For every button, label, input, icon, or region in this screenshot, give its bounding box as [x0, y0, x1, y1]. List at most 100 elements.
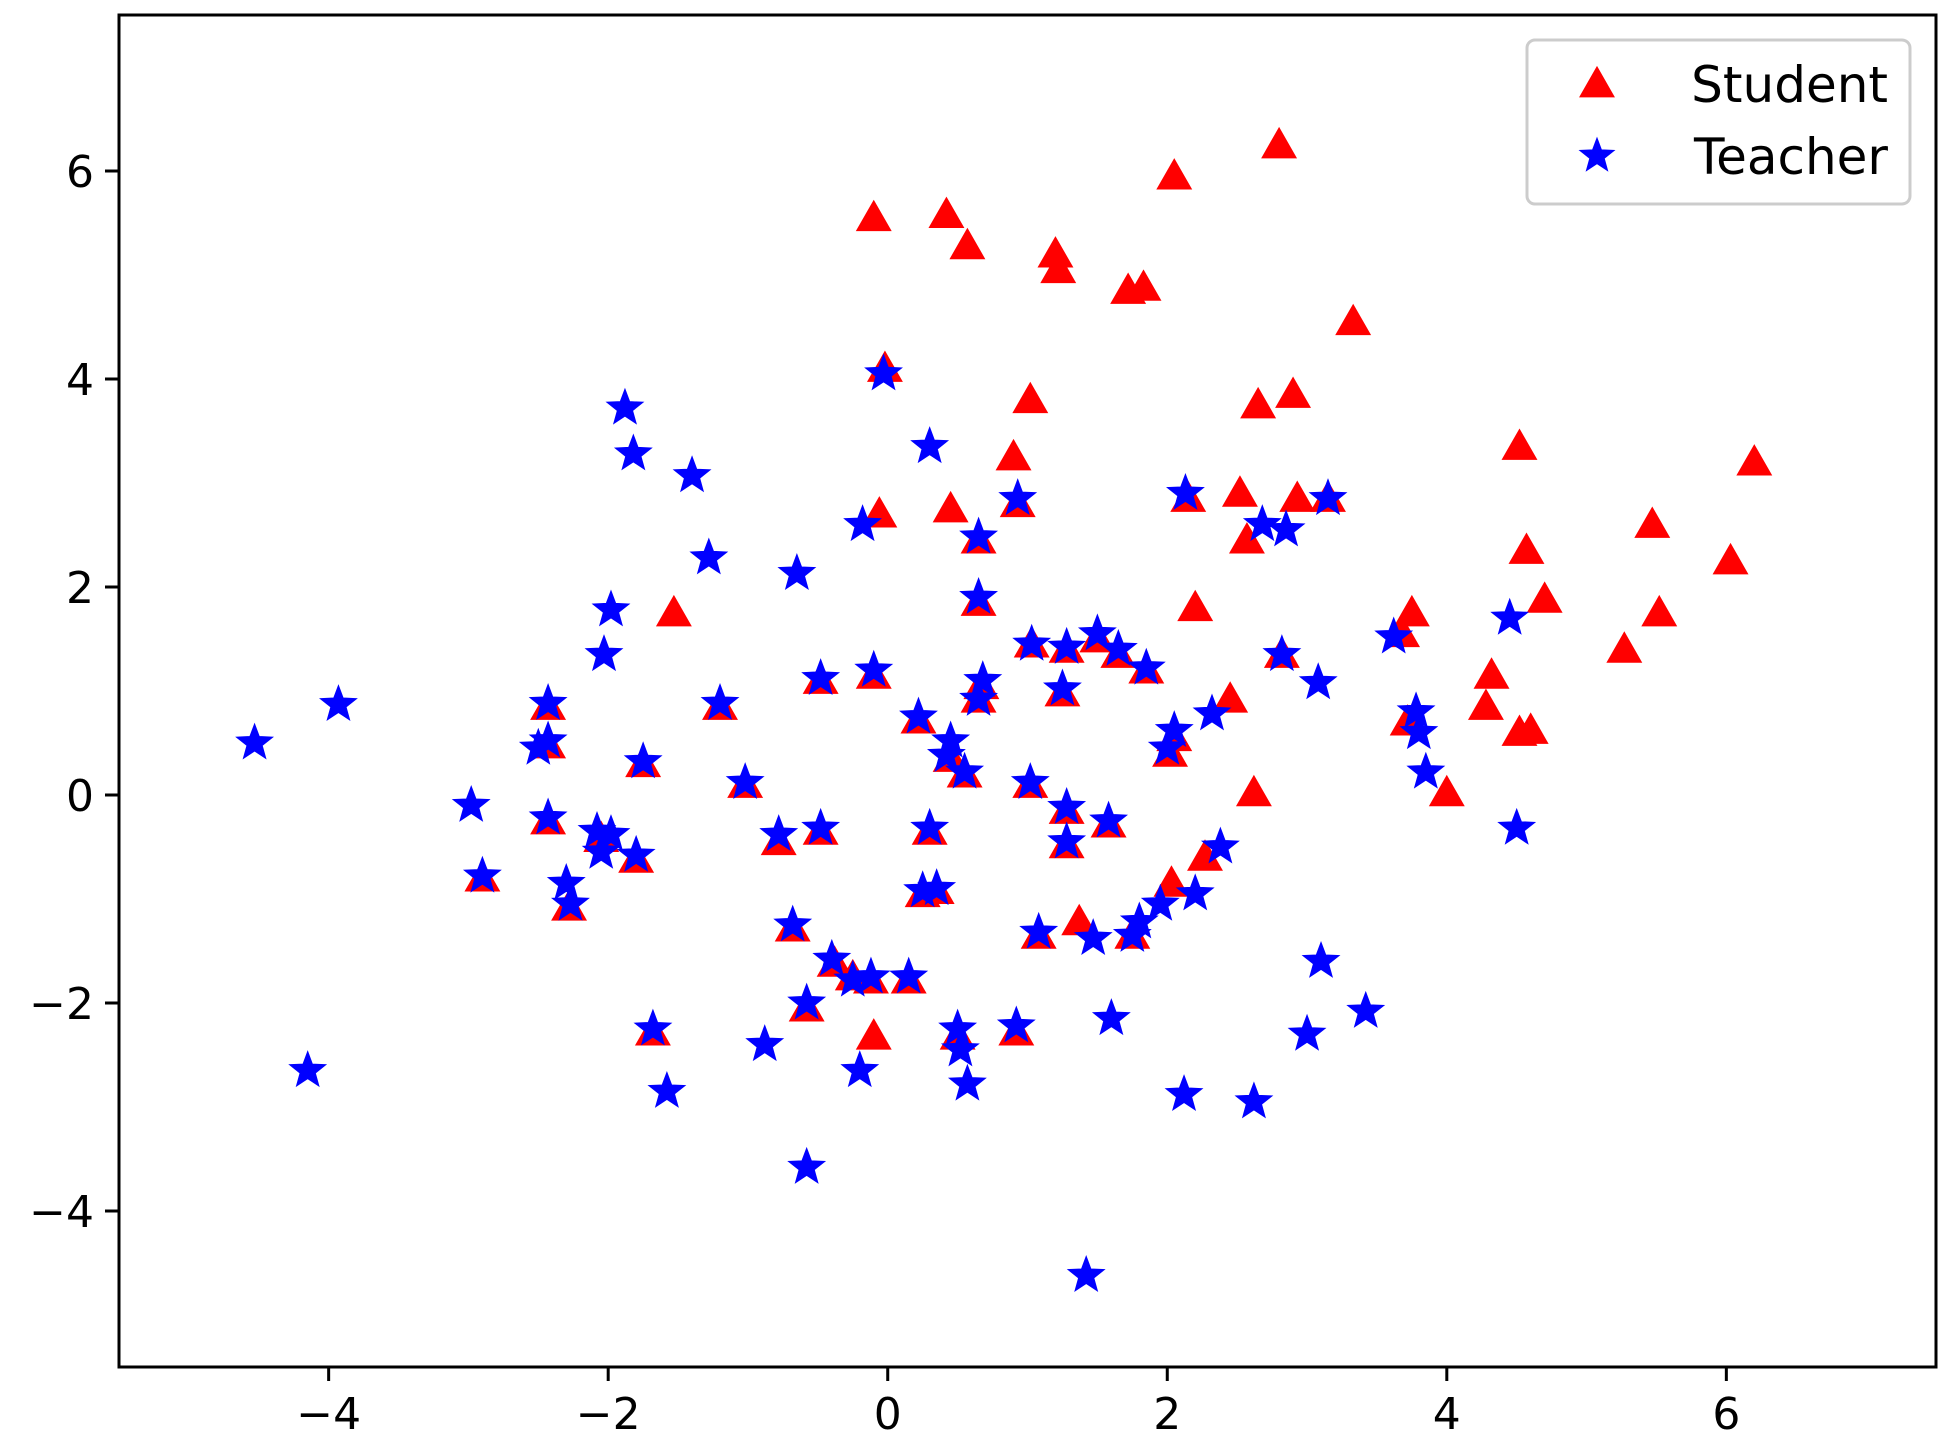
y-tick-label: 0: [66, 771, 94, 822]
teacher-point: [945, 751, 985, 789]
teacher-point: [777, 553, 817, 591]
x-tick-label: 2: [1153, 1389, 1181, 1440]
teacher-point: [787, 1146, 827, 1184]
student-point: [1641, 594, 1678, 627]
student-point: [932, 490, 969, 523]
x-axis: −4 −2 0 2 4 6: [296, 1367, 1740, 1440]
student-point: [1125, 269, 1162, 301]
student-point: [855, 199, 892, 232]
teacher-point: [1287, 1013, 1327, 1051]
teacher-point: [1098, 628, 1138, 666]
teacher-point: [1043, 668, 1082, 706]
teacher-point: [633, 1008, 673, 1046]
teacher-point: [1399, 712, 1439, 750]
teacher-point: [584, 634, 624, 672]
teacher-point: [773, 904, 813, 942]
student-point: [1040, 251, 1077, 284]
student-point: [1235, 774, 1272, 807]
student-point: [1335, 303, 1372, 336]
teacher-point: [1308, 478, 1348, 516]
y-tick-label: −4: [29, 1187, 94, 1238]
student-point: [1156, 158, 1193, 190]
teacher-point: [1192, 693, 1232, 731]
legend-student-marker: [1579, 65, 1615, 98]
teacher-point: [1047, 626, 1087, 664]
teacher-point: [1234, 1081, 1274, 1119]
student-point: [655, 594, 692, 627]
teacher-point: [801, 658, 841, 696]
teacher-point: [689, 537, 729, 575]
x-tick-label: −2: [576, 1389, 641, 1440]
legend: Student Teacher: [1525, 38, 1912, 206]
teacher-point: [1066, 1255, 1106, 1293]
teacher-point: [910, 807, 950, 845]
teacher-point: [1073, 918, 1113, 956]
teacher-point: [288, 1050, 328, 1088]
teacher-point: [1374, 616, 1414, 654]
teacher-point: [546, 862, 586, 900]
teacher-point: [801, 807, 841, 845]
teacher-point: [700, 683, 740, 721]
teacher-point: [591, 814, 631, 852]
teacher-point: [889, 956, 929, 994]
teacher-point: [1077, 613, 1117, 651]
teacher-series: [235, 353, 1537, 1293]
y-tick-label: 6: [66, 147, 94, 198]
student-point: [1212, 681, 1249, 713]
teacher-point: [759, 814, 799, 852]
student-series: [464, 126, 1773, 1050]
teacher-point: [319, 684, 358, 722]
teacher-point: [1266, 509, 1306, 547]
student-point: [1240, 386, 1277, 419]
teacher-point: [1164, 1074, 1204, 1112]
teacher-point: [1490, 597, 1530, 635]
teacher-point: [917, 868, 957, 906]
legend-box: [1525, 38, 1912, 206]
teacher-point: [591, 589, 631, 627]
teacher-point: [605, 387, 645, 425]
teacher-point: [996, 1005, 1036, 1043]
teacher-point: [812, 938, 852, 976]
teacher-point: [551, 883, 590, 921]
student-point: [949, 227, 986, 260]
teacher-point: [787, 982, 827, 1020]
student-point: [1526, 581, 1563, 613]
student-point: [1261, 126, 1298, 159]
student-point: [1275, 376, 1312, 408]
x-tick-label: 4: [1433, 1389, 1461, 1440]
teacher-point: [235, 722, 275, 760]
teacher-point: [1298, 662, 1338, 700]
student-point: [1473, 657, 1510, 689]
teacher-point: [1091, 998, 1131, 1036]
teacher-point: [940, 1029, 980, 1067]
teacher-point: [1262, 634, 1302, 672]
y-tick-label: −2: [29, 979, 94, 1030]
teacher-point: [910, 426, 950, 464]
teacher-point: [927, 735, 966, 773]
teacher-point: [725, 762, 765, 800]
y-tick-label: 2: [66, 563, 94, 614]
legend-teacher-label: Teacher: [1693, 128, 1888, 186]
student-point: [1736, 444, 1773, 476]
x-tick-label: −4: [296, 1389, 361, 1440]
teacher-point: [959, 678, 999, 716]
legend-teacher-marker: [1578, 136, 1616, 172]
teacher-point: [623, 741, 663, 779]
teacher-point: [843, 504, 882, 542]
teacher-point: [1012, 623, 1052, 661]
student-point: [1177, 589, 1214, 622]
teacher-point: [1166, 472, 1205, 510]
teacher-point: [1406, 751, 1446, 789]
teacher-point: [1497, 807, 1537, 845]
teacher-point: [1242, 504, 1282, 542]
x-tick-label: 0: [874, 1389, 902, 1440]
student-point: [1512, 712, 1549, 744]
teacher-point: [451, 784, 491, 822]
teacher-point: [959, 516, 999, 554]
student-point: [1634, 506, 1671, 538]
student-point: [1221, 475, 1258, 507]
teacher-point: [1047, 787, 1087, 825]
teacher-point: [1175, 873, 1215, 911]
student-point: [1428, 774, 1465, 807]
